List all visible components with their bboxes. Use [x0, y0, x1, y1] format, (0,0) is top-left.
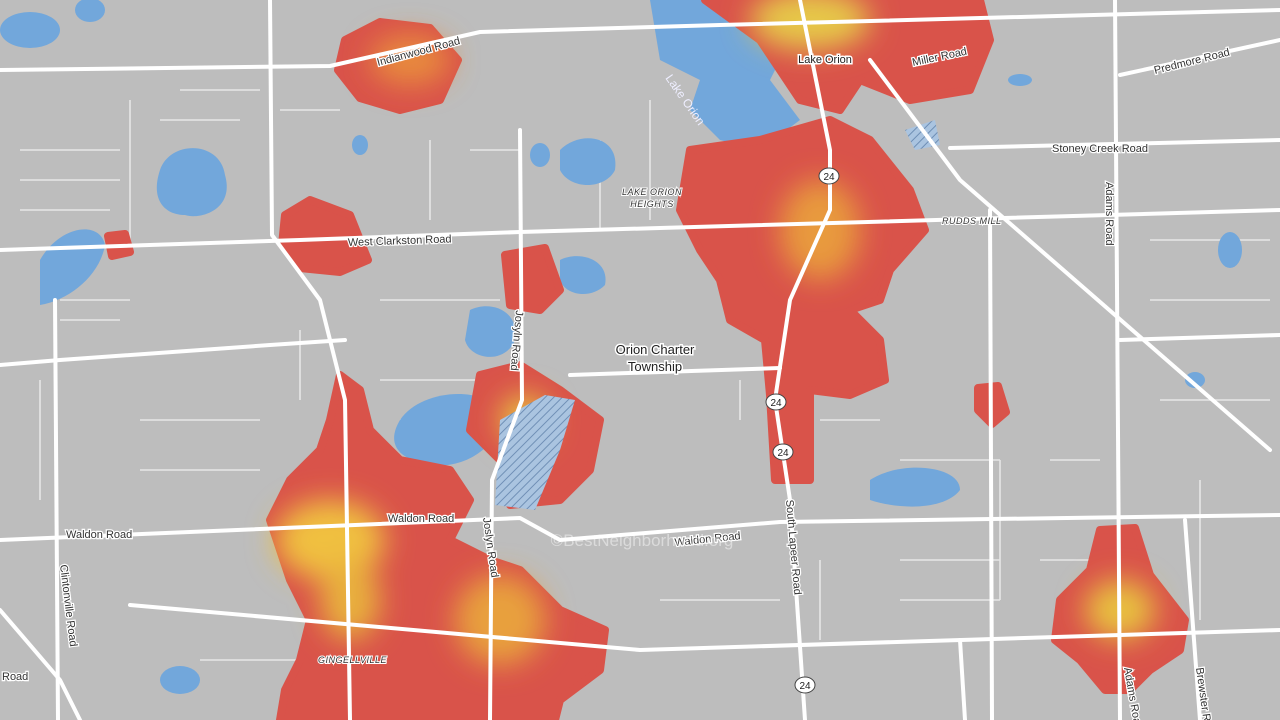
- place-label: RUDDS MILL: [942, 216, 1002, 226]
- road-label: Waldon Road: [66, 529, 132, 541]
- minor-roads: [20, 89, 1270, 661]
- shield-number: 24: [770, 398, 782, 409]
- place-label: Township: [628, 359, 682, 374]
- place-label: GINGELLVILLE: [318, 655, 388, 665]
- shield-number: 24: [799, 681, 811, 692]
- road-label: Stoney Creek Road: [1052, 143, 1148, 155]
- shield: 24: [765, 393, 787, 411]
- place-label: LAKE ORION: [622, 187, 682, 197]
- shield: 24: [772, 443, 794, 461]
- road-label: West Clarkston Road: [348, 233, 452, 249]
- shield: 24: [818, 167, 840, 185]
- road-label: Adams Road: [1103, 182, 1115, 246]
- place-label: HEIGHTS: [630, 199, 674, 209]
- shield-number: 24: [823, 172, 835, 183]
- place-label: Orion Charter: [616, 342, 695, 357]
- shield-number: 24: [777, 448, 789, 459]
- shield: 24: [794, 676, 816, 694]
- heat-areas: [104, 0, 1189, 720]
- road-label: Road: [2, 671, 28, 683]
- route-shields: 24 24 24 24: [765, 167, 840, 694]
- road-label: Waldon Road: [388, 513, 454, 525]
- place-label: Lake Orion: [798, 54, 852, 66]
- watermark: ©BestNeighborhood.org: [551, 531, 734, 550]
